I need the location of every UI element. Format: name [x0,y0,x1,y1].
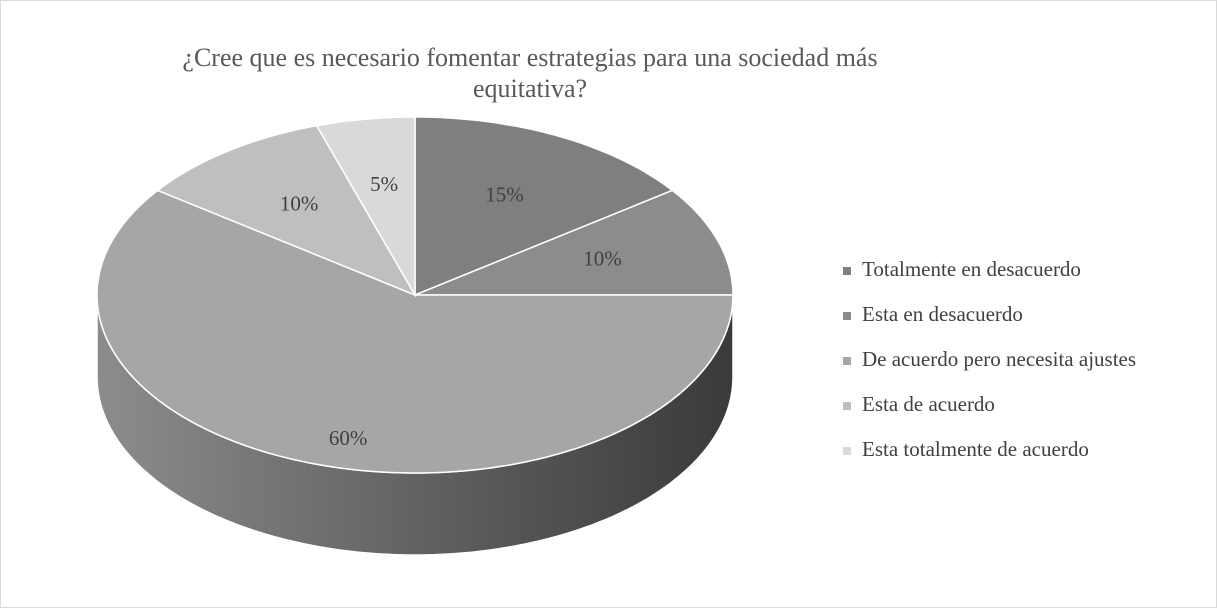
legend-label: Esta totalmente de acuerdo [862,437,1089,461]
slice [315,116,416,298]
legend-label: De acuerdo pero necesita ajustes [862,347,1136,371]
data-label: 60% [329,426,368,450]
legend-label: Esta de acuerdo [862,392,995,416]
slice [414,189,734,296]
legend-marker [843,447,851,455]
slice [156,124,417,297]
legend-marker [843,402,851,410]
legend-marker [843,267,851,275]
slice [96,189,734,474]
legend-label: Totalmente en desacuerdo [862,257,1081,281]
slice [414,116,674,297]
data-label: 5% [370,172,398,196]
data-label: 15% [485,182,524,206]
legend-label: Esta en desacuerdo [862,302,1023,326]
legend-marker [843,357,851,365]
chart-title: ¿Cree que es necesario fomentar estrateg… [182,43,878,103]
legend-marker [843,312,851,320]
data-label: 10% [280,192,319,216]
data-label: 10% [583,247,622,271]
